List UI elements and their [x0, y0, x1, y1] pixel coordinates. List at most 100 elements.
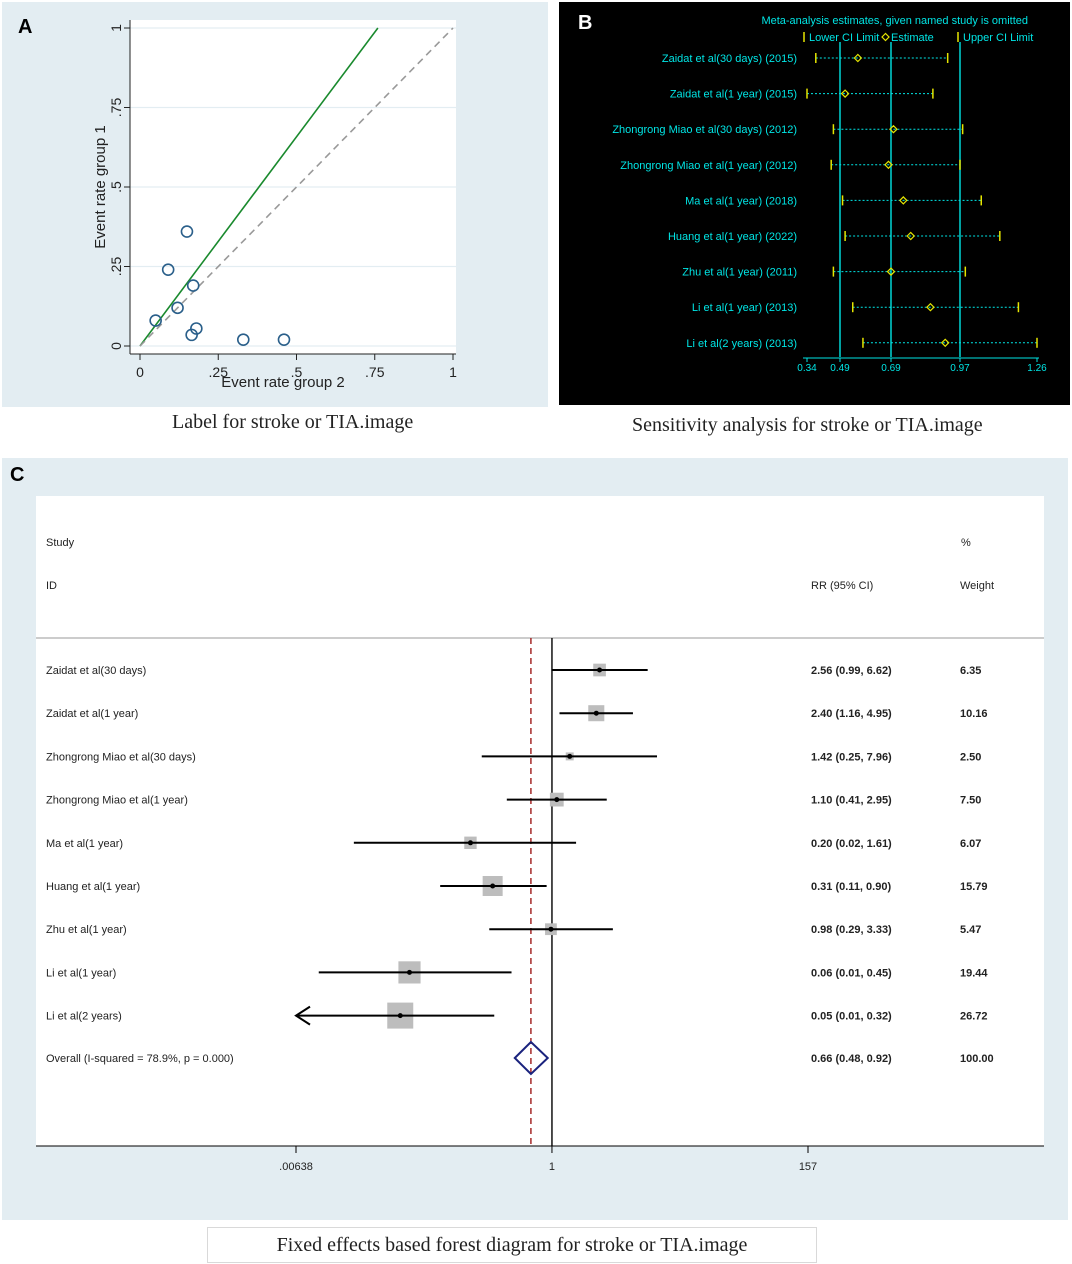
panel-a-y-tick-label: 1: [108, 24, 124, 32]
panel-b-title: Meta-analysis estimates, given named stu…: [761, 15, 1028, 27]
panel-a-identity-line: [139, 27, 454, 347]
forest-rr-ci: 2.40 (1.16, 4.95): [811, 708, 892, 720]
panel-b-estimate: [906, 231, 916, 241]
forest-rr-ci: 2.56 (0.99, 6.62): [811, 665, 892, 677]
panel-c-label: C: [10, 464, 25, 486]
panel-b-study-label: Ma et al(1 year) (2018): [685, 195, 797, 207]
forest-x-tick-label: .00638: [279, 1161, 313, 1173]
panel-a-y-tick-label: 0: [108, 342, 124, 350]
panel-b-chart: Meta-analysis estimates, given named stu…: [612, 15, 1047, 374]
panel-b-label: B: [578, 12, 593, 34]
panel-a-point: [161, 263, 175, 276]
panel-b-estimate: [884, 160, 893, 170]
panel-a-pooled-line: [139, 27, 379, 347]
panel-b-estimate: [940, 338, 950, 348]
forest-point-estimate: [467, 840, 473, 846]
forest-rr-ci: 1.42 (0.25, 7.96): [811, 751, 892, 763]
panel-a-ylabel: Event rate group 1: [92, 125, 109, 248]
panel-b-study-label: Zhongrong Miao et al(1 year) (2012): [620, 160, 797, 172]
forest-overall-weight: 100.00: [960, 1053, 994, 1065]
panel-a: 0.25.5.75 1 0.25.5.75 1 Event rate group 2 …: [2, 2, 548, 407]
panel-a-x-tick-label: .25: [209, 364, 229, 380]
panel-a-y-tick-label: .75: [108, 98, 124, 118]
forest-study-label: Huang et al(1 year): [46, 881, 140, 893]
forest-rr-ci: 0.20 (0.02, 1.61): [811, 838, 892, 850]
panel-a-point: [277, 333, 291, 346]
panel-b-study-label: Huang et al(1 year) (2022): [668, 231, 797, 243]
forest-study-label: Li et al(2 years): [46, 1011, 122, 1023]
header-weight: Weight: [960, 580, 994, 592]
forest-weight: 26.72: [960, 1011, 988, 1023]
legend-upper-label: Upper CI Limit: [963, 32, 1033, 44]
panel-a-xlabel: Event rate group 2: [221, 374, 344, 391]
panel-b: Meta-analysis estimates, given named stu…: [559, 2, 1070, 405]
forest-weight: 6.35: [960, 665, 981, 677]
forest-rr-ci: 0.05 (0.01, 0.32): [811, 1011, 892, 1023]
legend-estimate-marker: [881, 32, 890, 42]
forest-rr-ci: 0.98 (0.29, 3.33): [811, 924, 892, 936]
panel-b-study-label: Zhu et al(1 year) (2011): [682, 267, 797, 279]
panel-a-point: [180, 225, 194, 238]
forest-study-label: Zhongrong Miao et al(1 year): [46, 795, 188, 807]
panel-a-label: A: [18, 16, 33, 38]
forest-point-estimate: [548, 926, 554, 932]
forest-overall-rr-ci: 0.66 (0.48, 0.92): [811, 1053, 892, 1065]
header-percent: %: [961, 537, 971, 549]
panel-b-x-tick-label: 0.34: [797, 363, 817, 374]
panel-b-x-tick-label: 0.69: [881, 363, 901, 374]
panel-a-point: [190, 322, 203, 335]
forest-weight: 2.50: [960, 751, 981, 763]
forest-weight: 7.50: [960, 795, 981, 807]
forest-overall-label: Overall (I-squared = 78.9%, p = 0.000): [46, 1053, 234, 1065]
forest-weight: 19.44: [960, 967, 988, 979]
panel-b-study-label: Li et al(2 years) (2013): [686, 338, 797, 350]
header-study: Study: [46, 537, 75, 549]
forest-rr-ci: 1.10 (0.41, 2.95): [811, 795, 892, 807]
panel-a-x-tick-label: .5: [291, 364, 303, 380]
forest-overall-diamond: [513, 1040, 550, 1076]
forest-study-label: Zaidat et al(30 days): [46, 665, 146, 677]
header-id: ID: [46, 580, 57, 592]
panel-b-estimate: [886, 267, 896, 276]
legend-estimate-label: Estimate: [891, 32, 934, 44]
forest-x-tick-label: 157: [799, 1161, 817, 1173]
forest-weight: 15.79: [960, 881, 988, 893]
panel-b-estimate: [853, 53, 863, 63]
forest-x-tick-label: 1: [549, 1161, 555, 1173]
panel-b-estimate: [840, 89, 850, 98]
legend-lower-label: Lower CI Limit: [809, 32, 879, 44]
panel-b-study-label: Zaidat et al(30 days) (2015): [662, 53, 797, 65]
panel-b-estimate: [898, 196, 908, 205]
panel-a-y-tick-label: .5: [108, 181, 124, 193]
forest-study-label: Zhu et al(1 year): [46, 924, 127, 936]
forest-point-estimate: [490, 883, 496, 889]
panel-b-study-label: Zaidat et al(1 year) (2015): [670, 89, 797, 101]
panel-a-point: [171, 301, 184, 315]
panel-b-x-tick-label: 1.26: [1027, 363, 1047, 374]
header-rr: RR (95% CI): [811, 580, 873, 592]
panel-b-study-label: Li et al(1 year) (2013): [692, 302, 797, 314]
forest-weight: 6.07: [960, 838, 981, 850]
forest-study-label: Zhongrong Miao et al(30 days): [46, 751, 196, 763]
forest-rr-ci: 0.31 (0.11, 0.90): [811, 881, 891, 893]
forest-weight: 10.16: [960, 708, 988, 720]
forest-study-label: Ma et al(1 year): [46, 838, 123, 850]
forest-point-estimate: [397, 1013, 403, 1019]
panel-a-point: [186, 279, 200, 292]
panel-a-x-tick-label: 0: [136, 364, 144, 380]
forest-point-estimate: [597, 667, 603, 673]
panel-b-study-label: Zhongrong Miao et al(30 days) (2012): [612, 124, 797, 136]
forest-point-estimate: [554, 797, 560, 803]
panel-a-chart: 0.25.5.75 10.25.5.751 Event rate group 2 …: [92, 20, 457, 391]
forest-study-label: Zaidat et al(1 year): [46, 708, 138, 720]
forest-weight: 5.47: [960, 924, 981, 936]
panel-c-caption: Fixed effects based forest diagram for s…: [207, 1227, 817, 1263]
panel-c-chart: Study ID RR (95% CI) % Weight Zaidat et …: [36, 496, 1044, 1173]
forest-point-estimate: [567, 753, 573, 759]
panel-a-point: [149, 314, 162, 327]
forest-point-estimate: [593, 710, 599, 716]
panel-b-caption: Sensitivity analysis for stroke or TIA.i…: [632, 414, 983, 436]
forest-study-label: Li et al(1 year): [46, 967, 116, 979]
forest-rr-ci: 0.06 (0.01, 0.45): [811, 967, 892, 979]
panel-b-x-tick-label: 0.49: [830, 363, 850, 374]
